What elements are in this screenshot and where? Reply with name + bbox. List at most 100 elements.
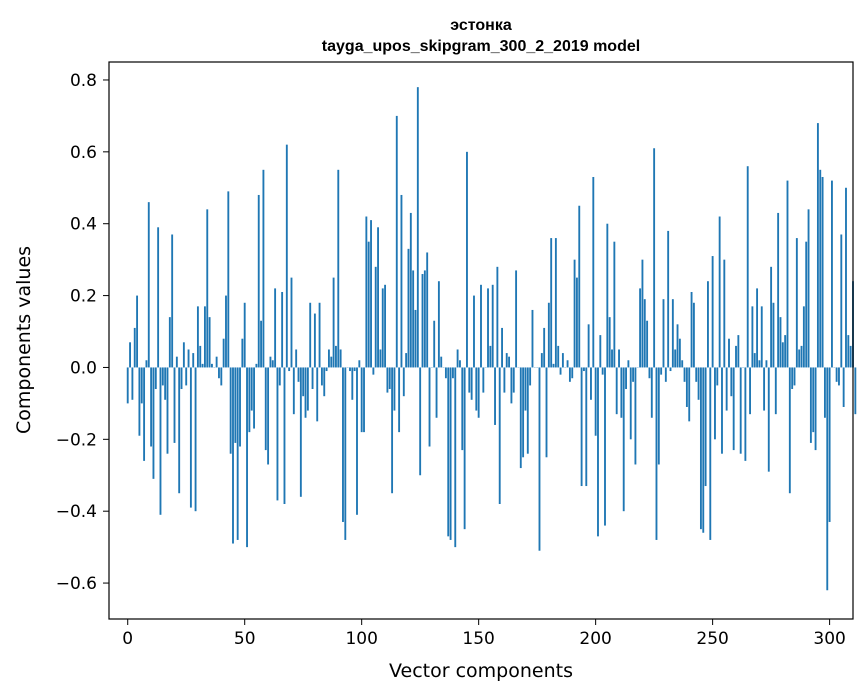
bar-component-234 <box>674 349 677 368</box>
bar-component-92 <box>342 367 344 522</box>
bar-component-183 <box>554 238 557 368</box>
bar-component-192 <box>575 277 578 368</box>
bar-component-1 <box>129 342 131 368</box>
x-tick-label: 200 <box>579 629 611 649</box>
bar-component-59 <box>264 367 267 451</box>
bar-component-116 <box>398 367 401 433</box>
bar-component-79 <box>311 367 314 390</box>
bar-component-253 <box>718 216 721 368</box>
bar-component-34 <box>206 209 209 368</box>
y-tick-label: 0.4 <box>70 215 97 235</box>
bar-component-285 <box>793 367 796 386</box>
x-tick-label: 150 <box>462 629 494 649</box>
bar-component-246 <box>702 367 705 533</box>
y-tick-label: 0.0 <box>70 358 97 378</box>
bar-component-20 <box>173 367 176 443</box>
bar-component-279 <box>779 317 782 368</box>
bar-component-120 <box>407 248 410 368</box>
bar-component-68 <box>285 144 288 368</box>
bar-component-307 <box>845 187 847 368</box>
bar-component-243 <box>695 367 698 382</box>
bar-component-235 <box>676 324 679 368</box>
bar-component-213 <box>625 367 627 390</box>
bar-component-146 <box>468 367 471 393</box>
bar-component-171 <box>526 367 529 454</box>
bar-component-127 <box>423 270 426 368</box>
bar-component-76 <box>304 367 307 418</box>
bar-component-140 <box>454 367 457 548</box>
bar-component-311 <box>854 367 857 415</box>
bar-component-41 <box>222 338 225 368</box>
bar-component-6 <box>140 367 143 404</box>
bar-component-102 <box>365 216 368 368</box>
bar-component-157 <box>494 367 496 425</box>
bar-component-205 <box>606 223 609 368</box>
y-tick-label: −0.4 <box>56 502 97 522</box>
bar-component-101 <box>363 367 365 433</box>
bar-component-200 <box>594 367 597 436</box>
bar-component-280 <box>781 342 784 368</box>
bar-component-25 <box>185 367 188 386</box>
bar-component-227 <box>657 367 660 465</box>
bar-component-284 <box>791 367 794 390</box>
bar-component-166 <box>515 270 518 368</box>
bar-component-107 <box>377 227 379 368</box>
bar-component-30 <box>196 306 199 368</box>
bar-component-181 <box>550 238 553 368</box>
bar-component-74 <box>299 367 302 497</box>
bar-component-178 <box>543 327 546 368</box>
bar-component-83 <box>320 367 323 386</box>
bar-component-48 <box>239 367 241 447</box>
bar-component-281 <box>784 335 787 368</box>
bar-component-162 <box>505 353 508 368</box>
y-tick-label: 0.6 <box>70 143 97 163</box>
bar-component-134 <box>440 356 443 368</box>
bar-component-152 <box>482 367 485 393</box>
bar-component-275 <box>770 266 773 368</box>
bar-component-50 <box>243 302 246 368</box>
bar-component-19 <box>171 234 174 368</box>
bar-component-225 <box>653 148 656 368</box>
bar-component-221 <box>643 299 646 368</box>
bar-component-63 <box>274 288 277 368</box>
bar-component-188 <box>566 360 569 368</box>
bar-component-57 <box>260 320 263 368</box>
bar-component-209 <box>615 367 618 415</box>
bar-component-113 <box>391 367 394 494</box>
bar-component-229 <box>662 299 665 368</box>
bar-component-141 <box>456 349 459 368</box>
bar-component-104 <box>370 220 372 368</box>
bar-component-194 <box>580 367 583 487</box>
bar-component-143 <box>461 367 464 451</box>
bar-component-26 <box>187 349 190 368</box>
bar-component-89 <box>335 345 337 368</box>
bar-component-33 <box>203 306 206 368</box>
bar-component-211 <box>620 367 623 418</box>
bar-component-172 <box>529 367 532 386</box>
bar-component-276 <box>772 302 775 368</box>
bar-component-72 <box>295 349 298 368</box>
bar-component-173 <box>531 309 534 368</box>
bar-component-267 <box>751 306 754 368</box>
bar-component-214 <box>627 360 630 368</box>
bar-component-258 <box>730 367 733 397</box>
bar-component-97 <box>353 367 356 372</box>
chart-title-line-1: эстонка <box>450 17 512 34</box>
bar-component-223 <box>648 367 651 379</box>
bar-component-151 <box>480 284 482 368</box>
bar-component-283 <box>788 367 791 494</box>
bar-component-271 <box>760 306 763 368</box>
bar-component-62 <box>271 360 274 368</box>
bar-component-145 <box>466 151 468 368</box>
bar-component-122 <box>412 270 415 368</box>
bar-component-36 <box>211 363 213 368</box>
bar-component-16 <box>164 367 167 400</box>
bar-component-303 <box>835 367 838 382</box>
bar-component-278 <box>777 212 780 368</box>
bar-component-150 <box>477 367 480 418</box>
bar-component-23 <box>180 367 183 390</box>
bar-component-199 <box>592 176 595 368</box>
bar-component-133 <box>437 281 440 368</box>
bar-component-32 <box>201 363 204 368</box>
bar-component-266 <box>749 367 751 415</box>
